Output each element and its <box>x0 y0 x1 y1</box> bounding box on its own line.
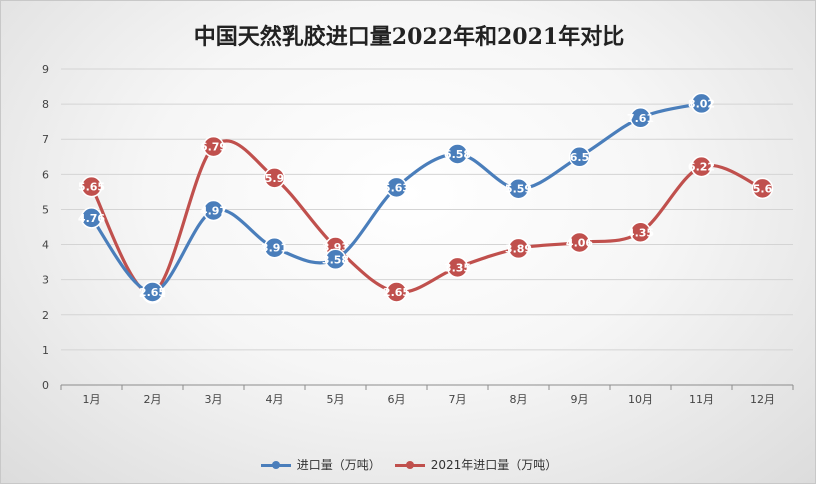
legend-item: 进口量（万吨） <box>260 456 381 473</box>
data-point <box>385 176 408 199</box>
data-point <box>385 281 408 303</box>
y-tick-label: 5 <box>42 203 49 216</box>
data-point <box>507 177 530 200</box>
data-label: 2.65 <box>139 286 166 299</box>
data-label: 5.9 <box>265 172 285 185</box>
x-tick-label: 1月 <box>83 393 101 406</box>
y-tick-label: 0 <box>42 379 49 392</box>
legend-label: 进口量（万吨） <box>296 458 381 472</box>
chart-legend: 进口量（万吨） 2021年进口量（万吨） <box>1 456 816 473</box>
x-tick-label: 12月 <box>750 393 775 406</box>
legend-swatch <box>394 460 425 470</box>
data-label: 2.65 <box>383 286 410 299</box>
y-tick-label: 4 <box>42 239 49 252</box>
data-point <box>446 256 469 279</box>
legend-item: 2021年进口量（万吨） <box>394 456 558 473</box>
data-point <box>263 236 286 259</box>
x-tick-label: 9月 <box>571 393 589 406</box>
data-point <box>568 231 591 254</box>
data-point <box>629 107 652 129</box>
chart-title: 中国天然乳胶进口量2022年和2021年对比 <box>193 24 625 50</box>
data-point <box>202 135 225 158</box>
data-label: 4.97 <box>200 204 227 217</box>
data-label: 3.91 <box>261 242 288 255</box>
data-point <box>80 175 103 198</box>
y-tick-label: 1 <box>42 344 49 357</box>
data-label: 4.06 <box>566 236 593 249</box>
data-point <box>446 143 469 165</box>
data-label: 5.59 <box>505 183 532 196</box>
data-label: 8.02 <box>688 97 715 110</box>
data-label: 6.79 <box>200 141 227 154</box>
data-point <box>263 167 286 189</box>
data-label: 3.93 <box>322 241 349 254</box>
data-label: 6.5 <box>570 151 590 164</box>
data-point <box>80 207 103 229</box>
y-tick-label: 8 <box>42 98 49 111</box>
x-tick-label: 5月 <box>327 393 345 406</box>
legend-label: 2021年进口量（万吨） <box>430 458 558 472</box>
data-point <box>690 155 713 178</box>
data-label: 3.89 <box>505 242 532 255</box>
x-tick-label: 6月 <box>388 393 406 406</box>
data-label: 5.65 <box>78 181 105 194</box>
x-tick-label: 8月 <box>510 393 528 406</box>
x-tick-label: 2月 <box>144 393 162 406</box>
x-tick-label: 3月 <box>205 393 223 406</box>
data-label: 4.35 <box>627 226 654 239</box>
y-tick-label: 9 <box>42 63 49 76</box>
data-label: 3.35 <box>444 261 471 274</box>
data-point <box>202 199 225 222</box>
data-label: 6.22 <box>688 161 715 174</box>
x-tick-label: 10月 <box>628 393 653 406</box>
data-point <box>324 248 347 271</box>
data-point <box>507 237 530 260</box>
data-label: 7.61 <box>627 112 654 125</box>
y-tick-label: 6 <box>42 168 49 181</box>
data-point <box>629 221 652 244</box>
y-tick-label: 2 <box>42 309 49 322</box>
data-label: 5.63 <box>383 181 410 194</box>
data-point <box>751 177 774 200</box>
data-point <box>568 146 591 168</box>
y-tick-label: 7 <box>42 133 49 146</box>
data-label: 4.76 <box>78 212 105 225</box>
data-label: 6.58 <box>444 148 471 161</box>
x-tick-label: 7月 <box>449 393 467 406</box>
data-point <box>690 92 713 115</box>
data-label: 5.6 <box>753 182 773 195</box>
legend-swatch <box>260 460 291 470</box>
data-point <box>141 281 164 303</box>
x-tick-label: 4月 <box>266 393 284 406</box>
data-label: 3.58 <box>322 253 349 266</box>
x-tick-label: 11月 <box>689 393 714 406</box>
y-tick-label: 3 <box>42 274 49 287</box>
